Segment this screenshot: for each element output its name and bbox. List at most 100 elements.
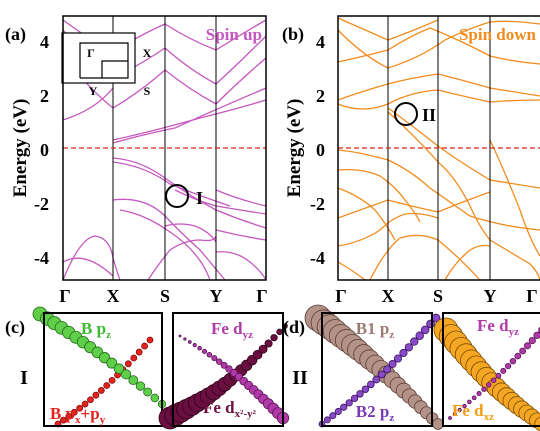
marker-circle-II [394,102,418,126]
projection-dot [350,394,359,403]
bz-inset: Γ X Y S [61,32,152,98]
band-line [62,87,114,121]
bz-y: Y [89,84,98,98]
panel-c: (c) I B pz B px+py Fe dyz Fe dx²-y² [5,306,290,430]
band-line [337,73,540,101]
label-fe-dxz: Fe dxz [452,401,494,423]
projection-dot [490,377,497,384]
projection-dot [124,360,132,368]
projection-dot [258,344,268,354]
band-line [337,20,540,69]
projection-dot [178,334,182,338]
panel-a-title: Spin up [206,25,262,44]
band-line [112,157,267,229]
projection-dot [130,354,138,362]
band-line [119,209,211,281]
panel-b-label: (b) [282,24,304,45]
marker-label-II: II [422,105,436,125]
band-line [215,229,267,241]
label-b1-pz: B1 pz [356,319,395,341]
projection-dot [448,416,452,420]
y-tick: 2 [40,86,49,106]
band-line [112,198,226,281]
projection-dots-green [32,306,167,409]
x-tick: Y [484,286,497,306]
projection-dot [87,396,94,404]
band-line [62,257,114,277]
projection-dot [92,391,100,399]
projection-dot [65,412,73,420]
band-line [337,149,540,231]
panel-d-left-frame [321,312,433,427]
panel-b-frame [337,15,540,281]
y-tick: -2 [34,194,49,214]
band-line [337,187,396,241]
projection-dot [476,391,482,397]
projection-dot [135,348,143,356]
projection-dots-purple [448,326,540,420]
projection-dot [128,375,139,386]
y-tick: 0 [316,140,325,160]
projection-dot [143,387,153,397]
projection-dot [367,380,375,389]
band-line [337,212,439,247]
y-tick: -2 [310,194,325,214]
band-line [62,235,121,281]
band-line [489,239,540,281]
projection-dot [97,387,105,394]
bz-gamma: Γ [87,46,95,60]
projection-dot [81,400,89,408]
band-line [337,168,421,223]
row-marker-I: I [20,367,28,389]
projection-dot [135,381,146,391]
projection-dots-purple [178,334,290,425]
projection-dot [361,385,370,393]
panel-c-right-frame [172,312,284,427]
y-tick: 0 [40,140,49,160]
x-tick: X [107,286,120,306]
projection-dot [415,331,424,340]
projection-dot [121,369,132,380]
panel-b-y-ticks: 4 2 0 -2 -4 [310,32,325,268]
bz-x: X [143,46,152,60]
projection-dot [252,349,263,360]
projection-dot [462,403,467,409]
projection-dot [519,347,527,355]
projection-dot [523,342,531,350]
projection-dot [457,407,462,413]
projection-dots-brown [304,304,444,430]
projection-dot [534,416,540,431]
x-tick: S [433,286,443,306]
band-line [337,261,366,281]
projection-dot [192,343,197,348]
projection-dot [410,337,419,346]
projection-dot [505,362,512,370]
projection-dot [276,328,283,336]
band-line [337,27,540,65]
projection-dot [113,363,125,374]
panel-d-right: Fe dyz Fe dxz [433,312,540,431]
projection-dot [533,331,540,339]
label-b-pz: B pz [81,319,111,341]
projection-dot [103,382,111,389]
projection-dots-orange [433,317,540,431]
projection-dot [500,367,507,374]
label-fe-dyz-d: Fe dyz [477,316,519,338]
x-tick: Γ [335,286,346,306]
band-line [489,139,540,257]
projection-dot [356,390,364,398]
projection-dot [383,365,392,374]
projection-dot [528,336,536,345]
projection-dot [220,361,228,369]
projection-dot [146,336,154,344]
projection-dot [514,352,522,360]
projection-dot [393,354,403,363]
band-line [444,244,491,281]
band-line [164,223,217,243]
band-line [112,161,231,207]
label-fe-dx2y2: Fe dx²-y² [203,398,257,420]
projection-dot [323,416,331,424]
panel-c-right: Fe dyz Fe dx²-y² [158,312,290,430]
